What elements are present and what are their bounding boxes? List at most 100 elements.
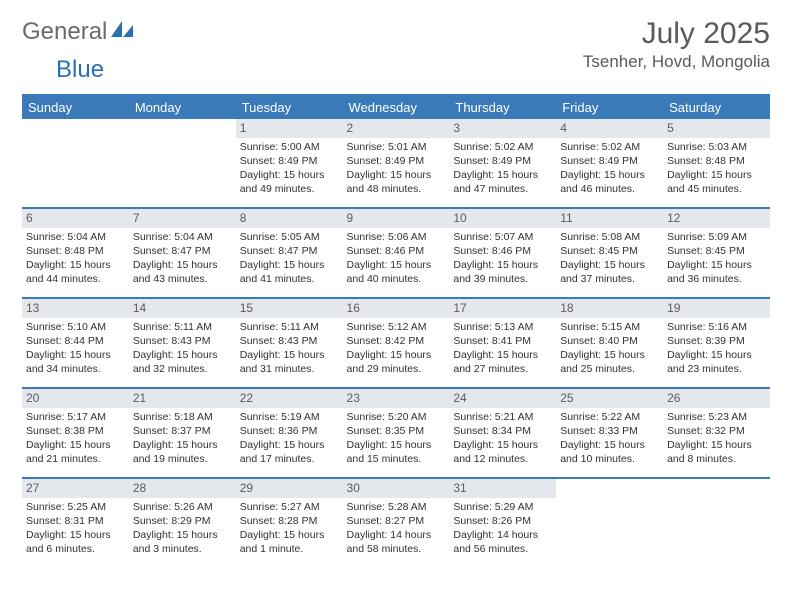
- daylight-text-1: Daylight: 15 hours: [667, 439, 766, 453]
- day-number: 13: [22, 299, 129, 319]
- daylight-text-2: and 44 minutes.: [26, 273, 125, 287]
- day-number: 1: [236, 119, 343, 139]
- sunset-text: Sunset: 8:34 PM: [453, 425, 552, 439]
- sunrise-text: Sunrise: 5:11 AM: [133, 321, 232, 335]
- sunset-text: Sunset: 8:40 PM: [560, 335, 659, 349]
- daylight-text-1: Daylight: 15 hours: [133, 259, 232, 273]
- sunrise-text: Sunrise: 5:21 AM: [453, 411, 552, 425]
- day-cell: 14Sunrise: 5:11 AMSunset: 8:43 PMDayligh…: [129, 298, 236, 388]
- sunrise-text: Sunrise: 5:02 AM: [560, 141, 659, 155]
- daylight-text-2: and 40 minutes.: [347, 273, 446, 287]
- day-cell: 20Sunrise: 5:17 AMSunset: 8:38 PMDayligh…: [22, 388, 129, 478]
- sunrise-text: Sunrise: 5:28 AM: [347, 501, 446, 515]
- day-cell: 1Sunrise: 5:00 AMSunset: 8:49 PMDaylight…: [236, 119, 343, 208]
- daylight-text-2: and 8 minutes.: [667, 453, 766, 467]
- daylight-text-2: and 1 minute.: [240, 543, 339, 557]
- dow-monday: Monday: [129, 96, 236, 119]
- day-number: 27: [22, 479, 129, 499]
- day-number: 21: [129, 389, 236, 409]
- sunrise-text: Sunrise: 5:26 AM: [133, 501, 232, 515]
- day-cell: 19Sunrise: 5:16 AMSunset: 8:39 PMDayligh…: [663, 298, 770, 388]
- daylight-text-2: and 19 minutes.: [133, 453, 232, 467]
- daylight-text-1: Daylight: 15 hours: [347, 259, 446, 273]
- daylight-text-1: Daylight: 15 hours: [347, 169, 446, 183]
- daylight-text-2: and 47 minutes.: [453, 183, 552, 197]
- month-title: July 2025: [583, 18, 770, 50]
- sunset-text: Sunset: 8:26 PM: [453, 515, 552, 529]
- day-cell: 10Sunrise: 5:07 AMSunset: 8:46 PMDayligh…: [449, 208, 556, 298]
- daylight-text-1: Daylight: 15 hours: [560, 169, 659, 183]
- title-block: July 2025 Tsenher, Hovd, Mongolia: [583, 18, 770, 72]
- sunset-text: Sunset: 8:28 PM: [240, 515, 339, 529]
- day-number: 8: [236, 209, 343, 229]
- sunset-text: Sunset: 8:46 PM: [347, 245, 446, 259]
- day-number: 31: [449, 479, 556, 499]
- sunset-text: Sunset: 8:43 PM: [133, 335, 232, 349]
- dow-row: Sunday Monday Tuesday Wednesday Thursday…: [22, 96, 770, 119]
- dow-wednesday: Wednesday: [343, 96, 450, 119]
- sunrise-text: Sunrise: 5:06 AM: [347, 231, 446, 245]
- sunrise-text: Sunrise: 5:01 AM: [347, 141, 446, 155]
- day-cell: [129, 119, 236, 208]
- dow-saturday: Saturday: [663, 96, 770, 119]
- day-number: 7: [129, 209, 236, 229]
- daylight-text-2: and 15 minutes.: [347, 453, 446, 467]
- day-number: 14: [129, 299, 236, 319]
- day-cell: 5Sunrise: 5:03 AMSunset: 8:48 PMDaylight…: [663, 119, 770, 208]
- day-number: 30: [343, 479, 450, 499]
- sunrise-text: Sunrise: 5:07 AM: [453, 231, 552, 245]
- sunset-text: Sunset: 8:48 PM: [26, 245, 125, 259]
- sunrise-text: Sunrise: 5:04 AM: [133, 231, 232, 245]
- daylight-text-1: Daylight: 15 hours: [240, 529, 339, 543]
- sunrise-text: Sunrise: 5:11 AM: [240, 321, 339, 335]
- day-cell: 13Sunrise: 5:10 AMSunset: 8:44 PMDayligh…: [22, 298, 129, 388]
- daylight-text-2: and 10 minutes.: [560, 453, 659, 467]
- daylight-text-1: Daylight: 14 hours: [453, 529, 552, 543]
- sunset-text: Sunset: 8:49 PM: [453, 155, 552, 169]
- daylight-text-2: and 17 minutes.: [240, 453, 339, 467]
- daylight-text-2: and 56 minutes.: [453, 543, 552, 557]
- sunrise-text: Sunrise: 5:17 AM: [26, 411, 125, 425]
- sunset-text: Sunset: 8:38 PM: [26, 425, 125, 439]
- week-row: 1Sunrise: 5:00 AMSunset: 8:49 PMDaylight…: [22, 119, 770, 208]
- sunrise-text: Sunrise: 5:03 AM: [667, 141, 766, 155]
- daylight-text-1: Daylight: 15 hours: [347, 439, 446, 453]
- sunrise-text: Sunrise: 5:27 AM: [240, 501, 339, 515]
- day-cell: 7Sunrise: 5:04 AMSunset: 8:47 PMDaylight…: [129, 208, 236, 298]
- sunrise-text: Sunrise: 5:05 AM: [240, 231, 339, 245]
- day-number: 3: [449, 119, 556, 139]
- sunrise-text: Sunrise: 5:04 AM: [26, 231, 125, 245]
- day-cell: [22, 119, 129, 208]
- daylight-text-1: Daylight: 15 hours: [26, 349, 125, 363]
- sunset-text: Sunset: 8:35 PM: [347, 425, 446, 439]
- sunset-text: Sunset: 8:48 PM: [667, 155, 766, 169]
- calendar-table: Sunday Monday Tuesday Wednesday Thursday…: [22, 96, 770, 567]
- brand-text-2: Blue: [56, 56, 104, 83]
- sunrise-text: Sunrise: 5:18 AM: [133, 411, 232, 425]
- day-cell: 17Sunrise: 5:13 AMSunset: 8:41 PMDayligh…: [449, 298, 556, 388]
- sunrise-text: Sunrise: 5:08 AM: [560, 231, 659, 245]
- sail-icon: [109, 19, 135, 39]
- day-number: 17: [449, 299, 556, 319]
- daylight-text-2: and 46 minutes.: [560, 183, 659, 197]
- day-cell: 30Sunrise: 5:28 AMSunset: 8:27 PMDayligh…: [343, 478, 450, 567]
- sunset-text: Sunset: 8:36 PM: [240, 425, 339, 439]
- sunset-text: Sunset: 8:49 PM: [347, 155, 446, 169]
- day-number: 10: [449, 209, 556, 229]
- sunset-text: Sunset: 8:39 PM: [667, 335, 766, 349]
- sunrise-text: Sunrise: 5:02 AM: [453, 141, 552, 155]
- daylight-text-1: Daylight: 15 hours: [133, 529, 232, 543]
- sunset-text: Sunset: 8:49 PM: [240, 155, 339, 169]
- sunrise-text: Sunrise: 5:16 AM: [667, 321, 766, 335]
- daylight-text-2: and 21 minutes.: [26, 453, 125, 467]
- sunset-text: Sunset: 8:29 PM: [133, 515, 232, 529]
- daylight-text-1: Daylight: 15 hours: [667, 259, 766, 273]
- day-number: 26: [663, 389, 770, 409]
- day-cell: 16Sunrise: 5:12 AMSunset: 8:42 PMDayligh…: [343, 298, 450, 388]
- day-cell: 28 Sunrise: 5:26 AMSunset: 8:29 PMDayligh…: [129, 478, 236, 567]
- day-number: 28: [129, 479, 236, 499]
- daylight-text-1: Daylight: 15 hours: [26, 439, 125, 453]
- calendar-body: 1Sunrise: 5:00 AMSunset: 8:49 PMDaylight…: [22, 119, 770, 567]
- sunrise-text: Sunrise: 5:25 AM: [26, 501, 125, 515]
- day-cell: [663, 478, 770, 567]
